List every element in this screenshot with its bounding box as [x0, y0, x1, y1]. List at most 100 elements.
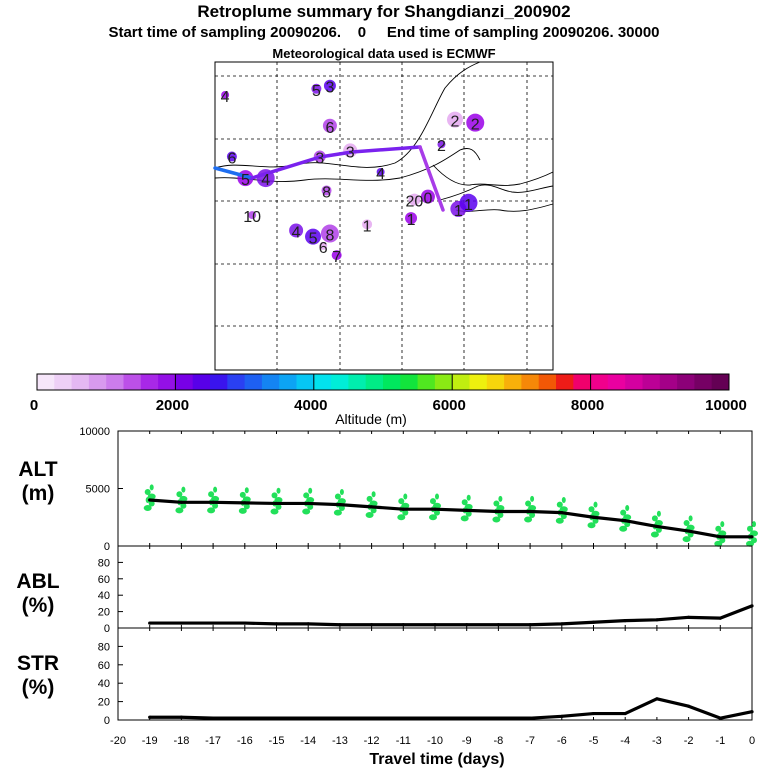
- x-tick-label: -3: [652, 735, 662, 747]
- plume-label: 2: [437, 138, 446, 155]
- plume-blob: [226, 151, 237, 162]
- y-tick-label: 40: [98, 678, 110, 690]
- plume-label: 8: [325, 228, 334, 245]
- plume-label: 3: [315, 151, 324, 168]
- colorbar-swatch: [677, 374, 695, 390]
- colorbar-frame: [36, 373, 730, 391]
- str-frame: [117, 627, 753, 721]
- plume-blob: [420, 189, 435, 204]
- alt-scatter-point: [619, 525, 628, 532]
- alt-scatter-point: [147, 493, 156, 500]
- abl-data-point: [338, 623, 342, 627]
- x-tick-label: 0: [749, 735, 755, 747]
- str-axis-title: STR: [17, 652, 59, 675]
- colorbar-tick-label: 0: [30, 397, 38, 414]
- str-data-point: [433, 716, 437, 720]
- colorbar-swatch: [452, 374, 470, 390]
- y-tick-label: 0: [104, 715, 110, 727]
- colorbar-axis-label: Altitude (m): [335, 411, 407, 427]
- plume-label: 20: [406, 194, 424, 211]
- str-data-point: [401, 716, 405, 720]
- abl-data-point: [179, 621, 183, 625]
- colorbar-swatch: [711, 374, 730, 390]
- x-tick-label: -19: [142, 735, 158, 747]
- alt-data-point: [687, 529, 691, 533]
- time-series-panels: 0500010000ALT(m)020406080ABL(%)020406080…: [16, 426, 758, 768]
- str-data-point: [338, 716, 342, 720]
- plume-blob: [320, 224, 339, 243]
- abl-data-point: [591, 620, 596, 624]
- x-tick-label: -6: [557, 735, 567, 747]
- x-tick-label: -11: [396, 735, 411, 747]
- colorbar-swatch: [642, 374, 661, 390]
- colorbar-swatch: [365, 374, 384, 390]
- alt-scatter-point: [623, 514, 632, 521]
- str-axis-title: (%): [22, 676, 55, 699]
- alt-scatter-point: [149, 484, 154, 491]
- alt-scatter-point: [528, 505, 537, 512]
- x-tick-label: -15: [269, 735, 285, 747]
- plume-label: 1: [464, 197, 473, 214]
- x-tick-label: -5: [589, 735, 599, 747]
- str-data-point: [243, 716, 247, 720]
- alt-scatter-point: [244, 487, 249, 494]
- alt-scatter-point: [525, 500, 532, 507]
- x-tick-label: -4: [620, 735, 630, 747]
- alt-scatter-point: [465, 510, 472, 517]
- alt-scatter-point: [397, 514, 406, 521]
- alt-scatter-point: [402, 509, 409, 516]
- colorbar-swatch: [486, 374, 505, 390]
- abl-data-point: [687, 615, 691, 619]
- alt-scatter-point: [719, 537, 726, 544]
- meteorological-data-line: Meteorological data used is ECMWF: [272, 46, 496, 61]
- plume-label: 7: [332, 249, 341, 266]
- alt-scatter-point: [430, 498, 436, 505]
- abl-panel: 0 20 40 60 80 ABL(%): [16, 545, 754, 635]
- plume-blob: [408, 193, 421, 206]
- plume-blob: [466, 113, 485, 132]
- colorbar-swatch: [556, 374, 574, 390]
- alt-scatter-point: [561, 497, 566, 503]
- plume-blob: [305, 228, 322, 245]
- abl-data-point: [718, 616, 722, 620]
- alt-data-point: [433, 507, 437, 511]
- colorbar-swatch: [192, 374, 211, 390]
- plume-label: 6: [227, 151, 236, 168]
- plume-blob: [331, 250, 342, 261]
- alt-scatter-point: [271, 492, 278, 499]
- colorbar-swatch: [590, 374, 609, 390]
- alt-scatter-point: [337, 498, 346, 505]
- alt-scatter-point: [303, 492, 310, 499]
- colorbar-tick-label: 8000: [571, 397, 604, 414]
- alt-scatter-point: [366, 495, 373, 502]
- alt-scatter-point: [276, 487, 281, 494]
- plume-blob: [446, 111, 463, 128]
- trajectory-segment-blue: [213, 166, 254, 180]
- plume-blob: [437, 140, 446, 149]
- colorbar-swatch: [625, 374, 643, 390]
- alt-scatter-point: [275, 503, 282, 510]
- plume-blob: [405, 212, 418, 225]
- alt-scatter-point: [270, 508, 279, 515]
- y-tick-label: 0: [104, 541, 110, 553]
- plume-blob: [322, 118, 337, 133]
- plume-blob: [321, 185, 332, 196]
- x-tick-label: -9: [462, 735, 472, 747]
- plume-label: 3: [325, 80, 334, 97]
- str-data-point: [718, 716, 722, 720]
- alt-scatter-point: [750, 530, 758, 537]
- abl-data-point: [148, 621, 152, 625]
- alt-scatter-point: [334, 493, 341, 500]
- plume-blob: [221, 90, 230, 99]
- trajectory-segment-purple: [418, 145, 445, 212]
- alt-panel: 0 5000 10000 ALT(m): [18, 426, 758, 553]
- str-data-point: [274, 716, 279, 720]
- alt-scatter-point: [212, 502, 219, 509]
- str-data-point: [465, 716, 469, 720]
- alt-data-point: [401, 507, 405, 511]
- alt-scatter-point: [434, 509, 440, 516]
- alt-data-point: [655, 524, 659, 529]
- x-tick-label: -12: [364, 735, 380, 747]
- alt-data-point: [179, 500, 183, 504]
- str-data-point: [591, 711, 596, 716]
